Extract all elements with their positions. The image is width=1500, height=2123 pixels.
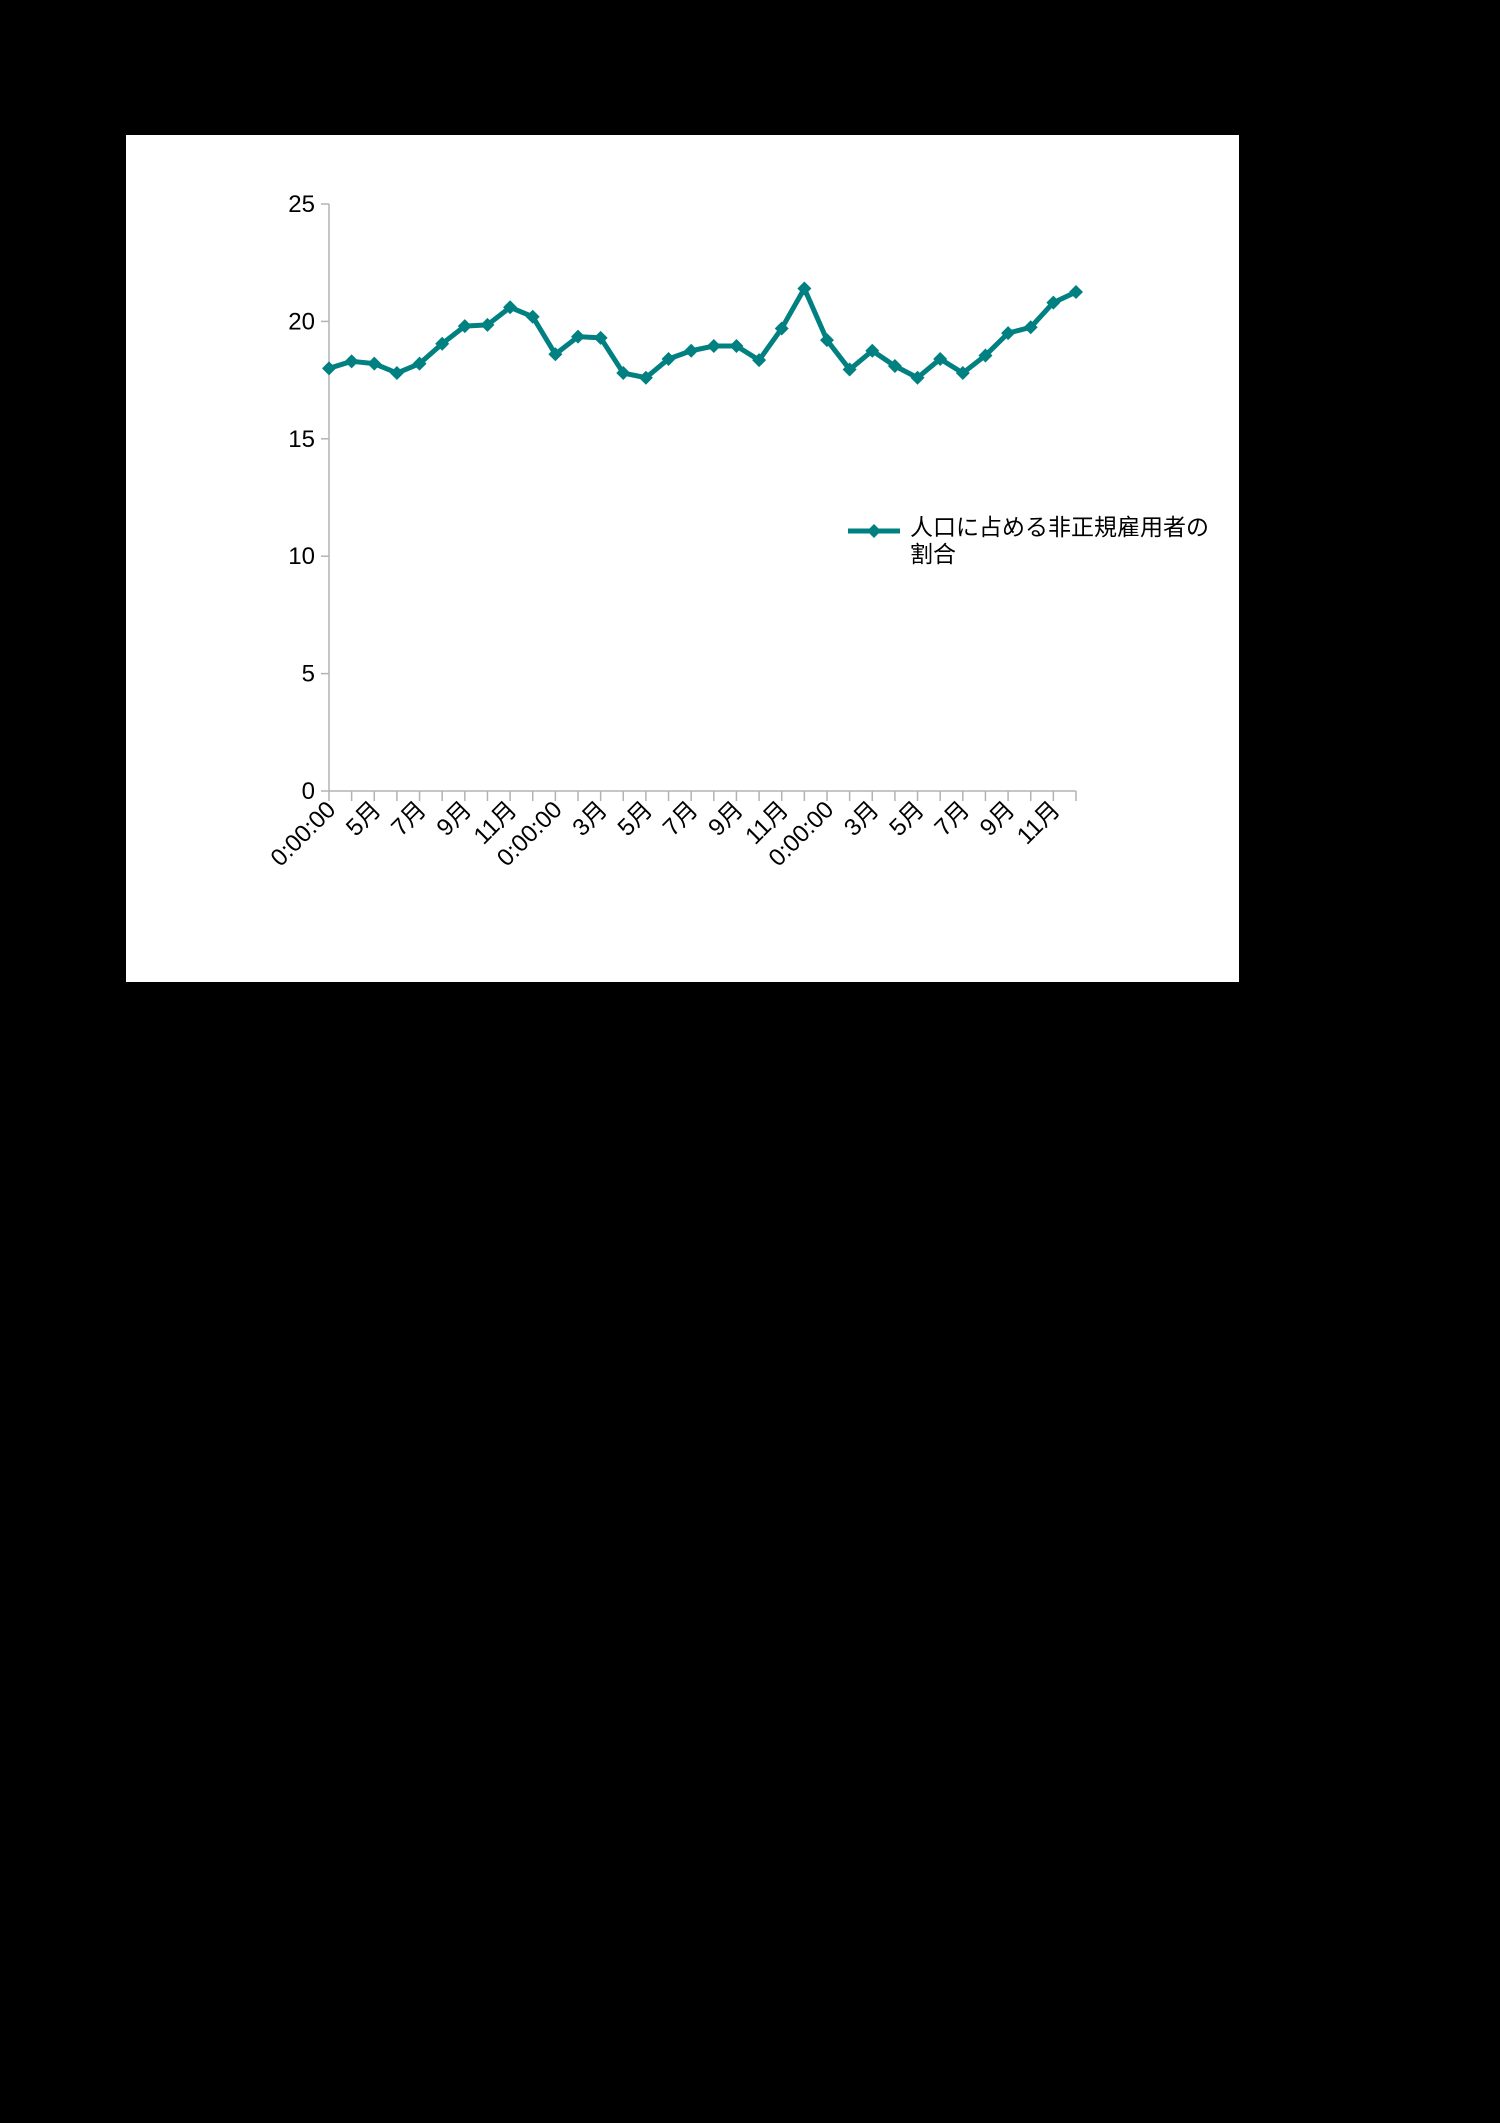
marker — [480, 317, 495, 332]
marker — [457, 319, 472, 334]
marker — [1001, 326, 1016, 341]
marker — [797, 281, 812, 296]
marker — [367, 356, 382, 371]
chart-area — [126, 135, 1239, 982]
marker — [1069, 285, 1083, 300]
y-tick-label: 0 — [302, 778, 315, 805]
y-tick-label: 25 — [288, 191, 315, 218]
marker — [661, 351, 676, 366]
marker — [616, 366, 631, 381]
marker — [706, 339, 721, 354]
marker — [887, 359, 902, 374]
marker — [412, 356, 427, 371]
marker — [842, 362, 857, 377]
y-tick-label: 10 — [288, 543, 315, 570]
legend-label: 人口に占める非正規雇用者の割合 — [910, 515, 1209, 568]
marker — [910, 370, 925, 385]
marker — [1046, 295, 1061, 310]
marker — [571, 329, 585, 344]
marker — [638, 370, 653, 385]
marker — [865, 343, 880, 358]
marker — [322, 361, 336, 376]
marker — [525, 309, 540, 324]
marker — [774, 321, 789, 336]
marker — [820, 333, 834, 348]
legend-marker — [867, 524, 881, 538]
marker — [435, 336, 450, 351]
marker — [978, 348, 993, 363]
marker — [933, 351, 948, 366]
marker — [503, 300, 518, 315]
marker — [1023, 320, 1038, 335]
marker — [955, 366, 970, 381]
marker — [344, 354, 359, 369]
marker — [729, 339, 744, 354]
marker — [684, 343, 699, 358]
line — [328, 286, 1078, 381]
marker — [593, 330, 608, 345]
marker — [752, 353, 767, 368]
y-tick-label: 20 — [288, 308, 315, 335]
marker — [389, 366, 404, 381]
y-tick-label: 5 — [302, 661, 315, 688]
y-tick-label: 15 — [288, 426, 315, 453]
marker — [548, 347, 563, 362]
